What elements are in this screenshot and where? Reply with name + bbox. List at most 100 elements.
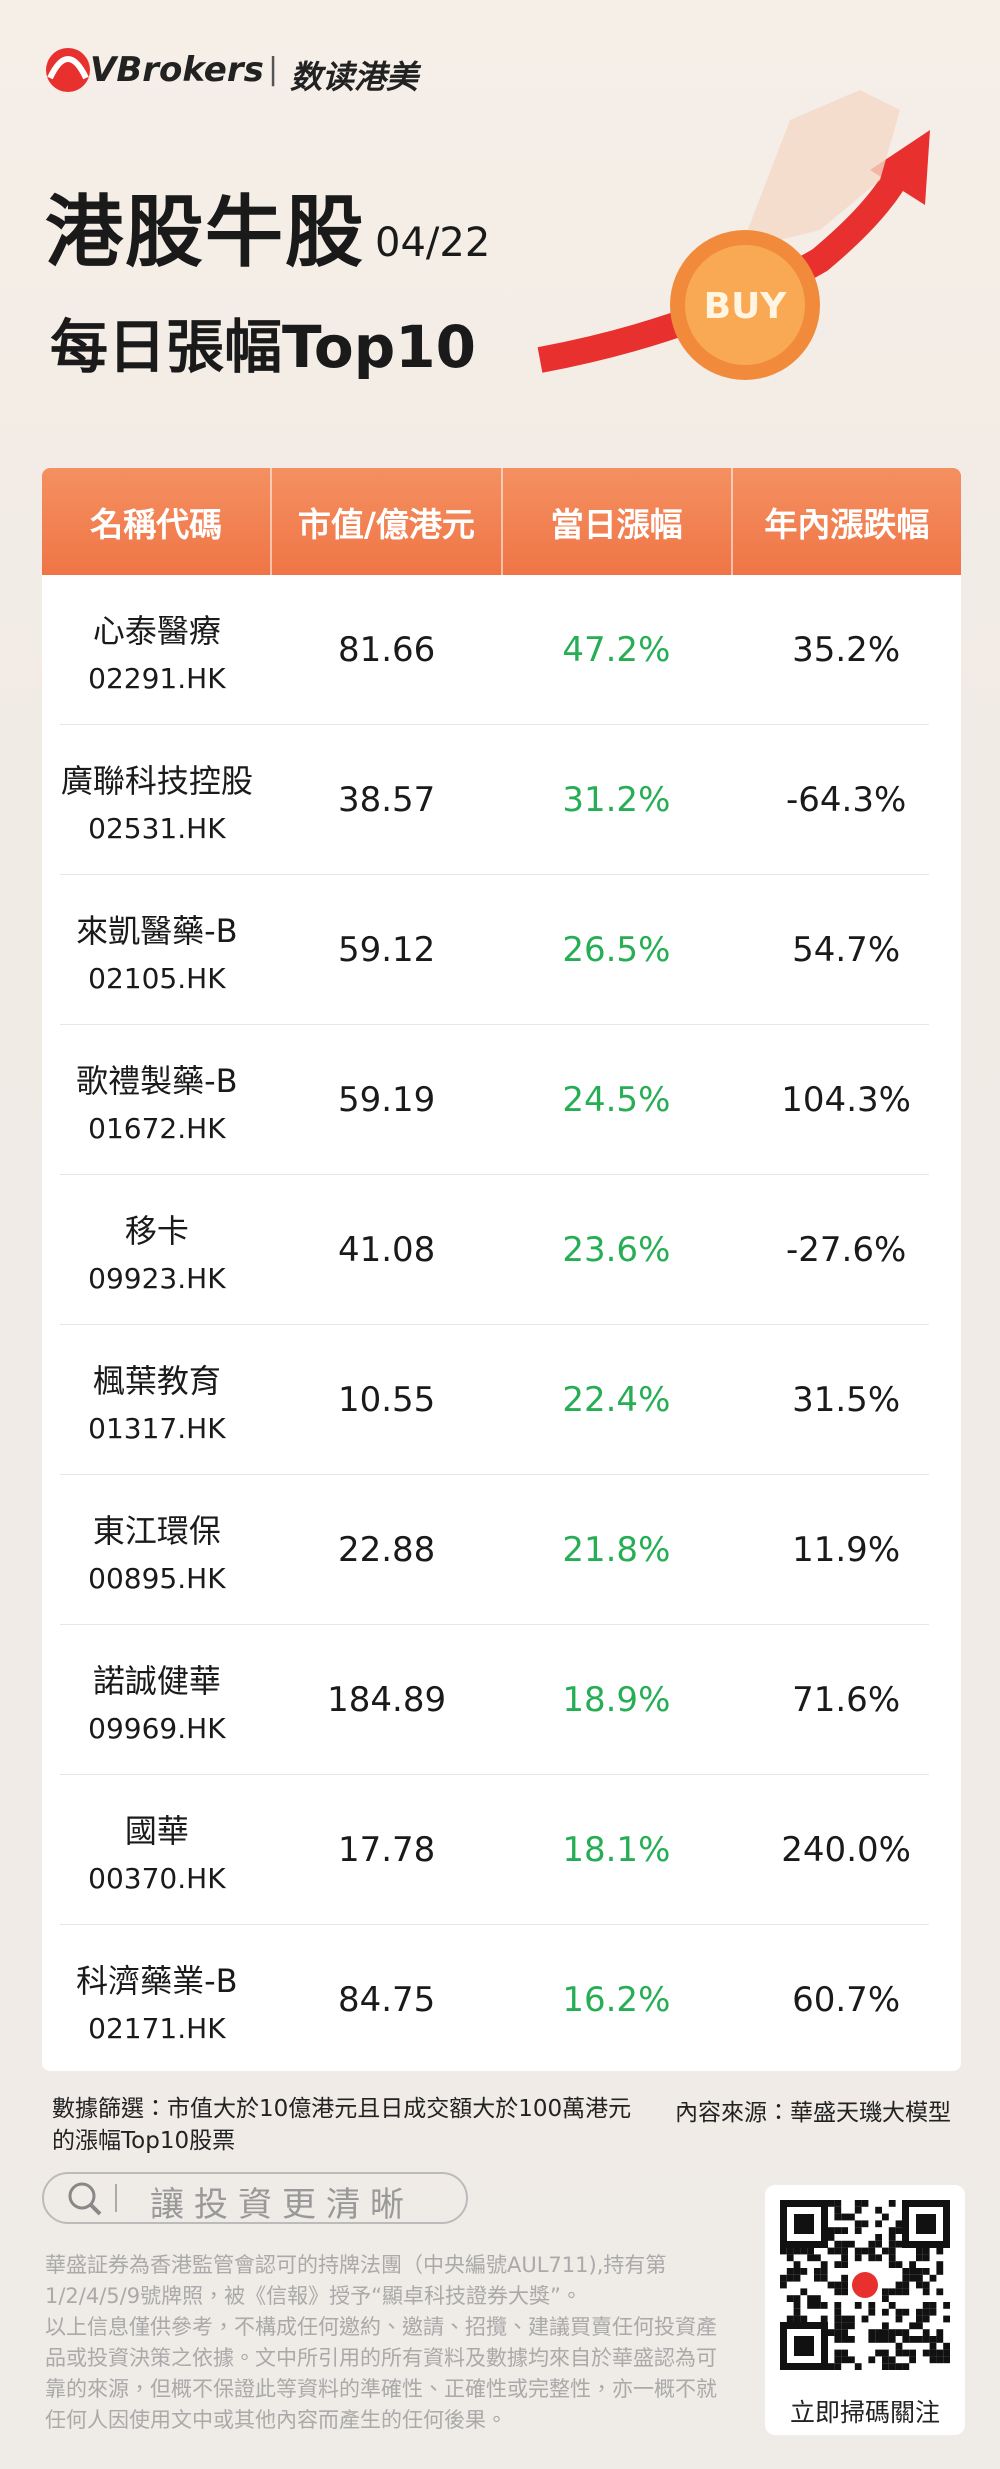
qr-module bbox=[786, 2315, 794, 2323]
row-separator bbox=[60, 1324, 929, 1325]
qr-module bbox=[943, 2349, 950, 2357]
qr-module bbox=[854, 2302, 862, 2309]
table-row: 楓葉教育 01317.HK 10.55 22.4% 31.5% bbox=[42, 1325, 961, 1475]
daily-change: 18.1% bbox=[562, 1830, 671, 1870]
qr-module bbox=[793, 2315, 801, 2323]
qr-module bbox=[929, 2308, 937, 2316]
brand-divider: | bbox=[268, 52, 279, 87]
stock-name: 歌禮製藥-B bbox=[76, 1061, 238, 1100]
qr-module bbox=[841, 2247, 848, 2255]
qr-module bbox=[902, 2349, 910, 2357]
table-row: 諾誠健華 09969.HK 184.89 18.9% 71.6% bbox=[42, 1625, 961, 1775]
table-row: 科濟藥業-B 02171.HK 84.75 16.2% 60.7% bbox=[42, 1925, 961, 2071]
daily-change: 23.6% bbox=[562, 1230, 671, 1270]
row-separator bbox=[60, 1774, 929, 1775]
qr-module bbox=[895, 2363, 903, 2370]
qr-module bbox=[922, 2281, 930, 2289]
column-header: 當日漲幅 bbox=[503, 468, 733, 575]
qr-module bbox=[834, 2200, 842, 2207]
qr-module bbox=[786, 2274, 794, 2282]
qr-module bbox=[895, 2308, 903, 2316]
qr-module bbox=[929, 2349, 937, 2357]
qr-module bbox=[786, 2247, 794, 2255]
qr-module bbox=[848, 2322, 855, 2330]
market-cap: 10.55 bbox=[337, 1380, 436, 1420]
qr-module bbox=[888, 2254, 896, 2262]
qr-module bbox=[909, 2322, 916, 2330]
table-row: 移卡 09923.HK 41.08 23.6% -27.6% bbox=[42, 1175, 961, 1325]
stock-name: 來凱醫藥-B bbox=[76, 911, 238, 950]
qr-module bbox=[902, 2363, 910, 2370]
qr-module bbox=[943, 2315, 950, 2323]
qr-module bbox=[841, 2227, 848, 2234]
qr-module bbox=[929, 2336, 937, 2343]
table: 名稱代碼 市值/億港元 當日漲幅 年內漲跌幅 心泰醫療 02291.HK 81.66 47.… bbox=[42, 468, 961, 2071]
stock-code: 09969.HK bbox=[88, 1711, 226, 1745]
header-graphic: BUY bbox=[46, 48, 930, 380]
qr-module bbox=[895, 2261, 903, 2268]
table-row: 心泰醫療 02291.HK 81.66 47.2% 35.2% bbox=[42, 575, 961, 725]
table-row: 東江環保 00895.HK 22.88 21.8% 11.9% bbox=[42, 1475, 961, 1625]
qr-module bbox=[895, 2329, 903, 2336]
qr-module bbox=[820, 2302, 828, 2309]
qr-module bbox=[875, 2220, 882, 2228]
row-separator bbox=[60, 724, 929, 725]
qr-module bbox=[800, 2288, 808, 2296]
ytd-change: -27.6% bbox=[785, 1230, 907, 1270]
qr-module bbox=[861, 2247, 869, 2255]
ytd-change: 60.7% bbox=[792, 1980, 901, 2020]
qr-module bbox=[807, 2254, 814, 2262]
qr-module bbox=[814, 2254, 821, 2262]
qr-module bbox=[834, 2349, 842, 2357]
qr-module bbox=[909, 2261, 916, 2268]
qr-module bbox=[794, 2336, 814, 2356]
ytd-change: 71.6% bbox=[792, 1680, 901, 1720]
row-separator bbox=[60, 1024, 929, 1025]
qr-module bbox=[868, 2247, 876, 2255]
qr-module bbox=[902, 2268, 910, 2275]
qr-module bbox=[841, 2356, 848, 2364]
qr-module bbox=[916, 2322, 923, 2330]
qr-module bbox=[916, 2336, 923, 2343]
qr-module bbox=[820, 2315, 828, 2323]
qr-module bbox=[841, 2281, 848, 2289]
qr-module bbox=[834, 2322, 842, 2330]
disclaimer: 華盛証券為香港監管會認可的持牌法團（中央編號AUL711),持有第1/2/4/5… bbox=[45, 2250, 735, 2436]
market-cap: 41.08 bbox=[337, 1230, 436, 1270]
qr-module bbox=[888, 2356, 896, 2364]
qr-module bbox=[793, 2302, 801, 2309]
qr-module bbox=[827, 2247, 835, 2255]
qr-module bbox=[854, 2363, 862, 2370]
qr-module bbox=[916, 2308, 923, 2316]
qr-module bbox=[814, 2295, 821, 2302]
qr-module bbox=[882, 2322, 889, 2330]
qr-module bbox=[916, 2254, 923, 2262]
qr-module bbox=[841, 2336, 848, 2343]
qr-module bbox=[882, 2247, 889, 2255]
qr-caption: 立即掃碼關注 bbox=[789, 2398, 940, 2427]
qr-module bbox=[834, 2329, 842, 2336]
row-separator bbox=[60, 1174, 929, 1175]
qr-module bbox=[834, 2227, 842, 2234]
name-cell: 來凱醫藥-B 02105.HK bbox=[42, 875, 272, 1025]
qr-module bbox=[936, 2356, 944, 2364]
filter-note: 數據篩選：市值大於10億港元且日成交額大於100萬港元的漲幅Top10股票 bbox=[52, 2096, 632, 2154]
qr-module bbox=[854, 2227, 862, 2234]
qr-module bbox=[916, 2214, 936, 2234]
qr-module bbox=[875, 2254, 882, 2262]
market-cap: 84.75 bbox=[337, 1980, 436, 2020]
market-cap: 184.89 bbox=[327, 1680, 447, 1720]
qr-module bbox=[834, 2261, 842, 2268]
daily-change: 47.2% bbox=[562, 630, 671, 670]
qr-module bbox=[793, 2247, 801, 2255]
qr-module bbox=[895, 2349, 903, 2357]
name-cell: 國華 00370.HK bbox=[42, 1775, 272, 1925]
qr-module bbox=[902, 2288, 910, 2296]
qr-module bbox=[800, 2268, 808, 2275]
table-row: 歌禮製藥-B 01672.HK 59.19 24.5% 104.3% bbox=[42, 1025, 961, 1175]
date: 04/22 bbox=[375, 220, 491, 266]
table-row: 國華 00370.HK 17.78 18.1% 240.0% bbox=[42, 1775, 961, 1925]
stock-code: 02531.HK bbox=[88, 811, 226, 845]
qr-module bbox=[888, 2288, 896, 2296]
